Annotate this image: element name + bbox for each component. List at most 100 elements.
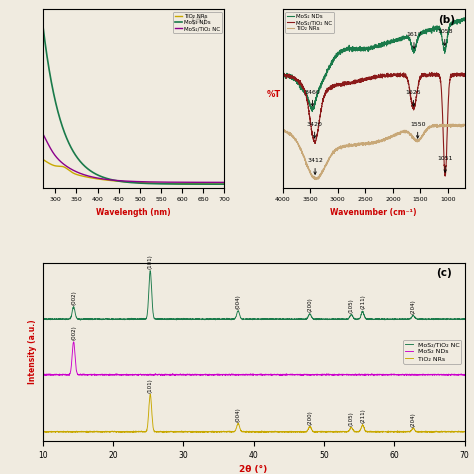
Text: (004): (004) bbox=[236, 407, 241, 422]
TiO₂ NRs bbox=[289, 132, 295, 138]
Legend: MoS₂/TiO₂ NC, MoS₂ NDs, TiO₂ NRs: MoS₂/TiO₂ NC, MoS₂ NDs, TiO₂ NRs bbox=[403, 340, 461, 364]
MoS₂/TiO₂ NC bbox=[185, 180, 191, 185]
MoS₂ NDs bbox=[310, 109, 315, 114]
MoS₂ NDs bbox=[454, 372, 459, 378]
TiO₂ NRs bbox=[185, 181, 191, 187]
Legend: TiO₂ NRs, MoS₂ NDs, MoS₂/TiO₂ NC: TiO₂ NRs, MoS₂ NDs, MoS₂/TiO₂ NC bbox=[173, 12, 222, 33]
MoS₂/TiO₂ NC bbox=[462, 317, 467, 322]
Text: (c): (c) bbox=[436, 268, 452, 278]
MoS₂ NDs bbox=[462, 17, 467, 22]
TiO₂ NRs bbox=[456, 123, 462, 128]
MoS₂ NDs bbox=[371, 373, 377, 379]
MoS₂/TiO₂ NC bbox=[164, 179, 170, 185]
MoS₂ NDs bbox=[164, 181, 170, 187]
X-axis label: 2θ (°): 2θ (°) bbox=[239, 465, 268, 474]
TiO₂ NRs bbox=[408, 428, 414, 434]
MoS₂ NDs bbox=[408, 372, 414, 377]
MoS₂/TiO₂ NC bbox=[40, 317, 46, 322]
MoS₂/TiO₂ NC bbox=[368, 74, 374, 80]
Text: (211): (211) bbox=[360, 294, 365, 309]
MoS₂/TiO₂ NC bbox=[222, 180, 228, 185]
Text: (105): (105) bbox=[349, 411, 354, 426]
Text: 1550: 1550 bbox=[410, 122, 426, 138]
Line: MoS₂ NDs: MoS₂ NDs bbox=[43, 342, 465, 376]
TiO₂ NRs bbox=[40, 429, 46, 435]
TiO₂ NRs bbox=[364, 141, 369, 146]
Text: (200): (200) bbox=[307, 297, 312, 312]
MoS₂/TiO₂ NC bbox=[442, 173, 448, 179]
TiO₂ NRs bbox=[202, 429, 208, 435]
MoS₂/TiO₂ NC bbox=[220, 316, 226, 322]
TiO₂ NRs bbox=[113, 429, 118, 435]
MoS₂ NDs bbox=[364, 46, 369, 51]
MoS₂/TiO₂ NC bbox=[289, 74, 295, 80]
MoS₂ NDs bbox=[120, 179, 126, 184]
MoS₂/TiO₂ NC bbox=[429, 70, 435, 75]
MoS₂ NDs bbox=[113, 178, 119, 183]
MoS₂ NDs bbox=[456, 18, 462, 24]
MoS₂/TiO₂ NC bbox=[77, 317, 83, 323]
TiO₂ NRs bbox=[58, 164, 64, 169]
MoS₂ NDs bbox=[40, 21, 46, 27]
Legend: MoS₂ NDs, MoS₂/TiO₂ NC, TiO₂ NRs: MoS₂ NDs, MoS₂/TiO₂ NC, TiO₂ NRs bbox=[285, 12, 334, 33]
TiO₂ NRs bbox=[164, 181, 170, 186]
Line: TiO₂ NRs: TiO₂ NRs bbox=[43, 394, 465, 433]
Text: (b): (b) bbox=[438, 15, 456, 25]
Text: (004): (004) bbox=[236, 294, 241, 309]
Text: (002): (002) bbox=[71, 325, 76, 340]
MoS₂ NDs bbox=[289, 74, 295, 80]
MoS₂/TiO₂ NC bbox=[462, 73, 467, 78]
TiO₂ NRs bbox=[423, 128, 429, 134]
TiO₂ NRs bbox=[88, 429, 93, 435]
MoS₂ NDs bbox=[40, 372, 46, 377]
MoS₂ NDs bbox=[71, 339, 76, 345]
Line: MoS₂ NDs: MoS₂ NDs bbox=[283, 18, 465, 111]
MoS₂/TiO₂ NC bbox=[423, 74, 428, 80]
MoS₂/TiO₂ NC bbox=[454, 316, 459, 321]
TiO₂ NRs bbox=[147, 392, 153, 397]
MoS₂ NDs bbox=[220, 372, 226, 378]
MoS₂/TiO₂ NC bbox=[280, 74, 285, 80]
MoS₂/TiO₂ NC bbox=[456, 72, 462, 78]
MoS₂/TiO₂ NC bbox=[408, 315, 414, 321]
Text: (204): (204) bbox=[410, 299, 416, 314]
MoS₂/TiO₂ NC bbox=[456, 73, 462, 79]
MoS₂ NDs bbox=[423, 30, 429, 36]
Text: (200): (200) bbox=[307, 410, 312, 425]
Line: MoS₂/TiO₂ NC: MoS₂/TiO₂ NC bbox=[43, 271, 465, 320]
MoS₂/TiO₂ NC bbox=[364, 76, 369, 82]
MoS₂ NDs bbox=[58, 120, 64, 126]
X-axis label: Wavenumber (cm⁻¹): Wavenumber (cm⁻¹) bbox=[330, 208, 417, 217]
MoS₂/TiO₂ NC bbox=[88, 317, 94, 323]
MoS₂ NDs bbox=[113, 372, 119, 378]
MoS₂ NDs bbox=[182, 181, 187, 187]
Y-axis label: Intensity (a.u.): Intensity (a.u.) bbox=[28, 319, 37, 384]
TiO₂ NRs bbox=[40, 156, 46, 162]
TiO₂ NRs bbox=[462, 122, 467, 128]
MoS₂ NDs bbox=[461, 15, 467, 20]
TiO₂ NRs bbox=[255, 430, 261, 436]
TiO₂ NRs bbox=[120, 179, 126, 184]
Text: (101): (101) bbox=[148, 255, 153, 269]
MoS₂ NDs bbox=[222, 181, 228, 187]
TiO₂ NRs bbox=[454, 429, 459, 435]
Text: 1617: 1617 bbox=[406, 32, 422, 48]
Y-axis label: %T: %T bbox=[267, 90, 282, 99]
Text: (204): (204) bbox=[410, 412, 416, 427]
TiO₂ NRs bbox=[182, 181, 187, 187]
Text: (101): (101) bbox=[148, 378, 153, 393]
TiO₂ NRs bbox=[222, 181, 228, 187]
MoS₂ NDs bbox=[88, 371, 94, 377]
TiO₂ NRs bbox=[113, 178, 119, 184]
TiO₂ NRs bbox=[368, 141, 374, 147]
Text: 1058: 1058 bbox=[437, 29, 453, 46]
Text: (105): (105) bbox=[349, 298, 354, 313]
TiO₂ NRs bbox=[280, 128, 285, 134]
Line: MoS₂/TiO₂ NC: MoS₂/TiO₂ NC bbox=[43, 133, 225, 182]
MoS₂/TiO₂ NC bbox=[147, 268, 153, 273]
Text: 3420: 3420 bbox=[307, 121, 323, 138]
Text: 1625: 1625 bbox=[406, 90, 421, 106]
MoS₂/TiO₂ NC bbox=[113, 178, 119, 183]
TiO₂ NRs bbox=[220, 429, 226, 435]
Line: MoS₂ NDs: MoS₂ NDs bbox=[43, 24, 225, 184]
